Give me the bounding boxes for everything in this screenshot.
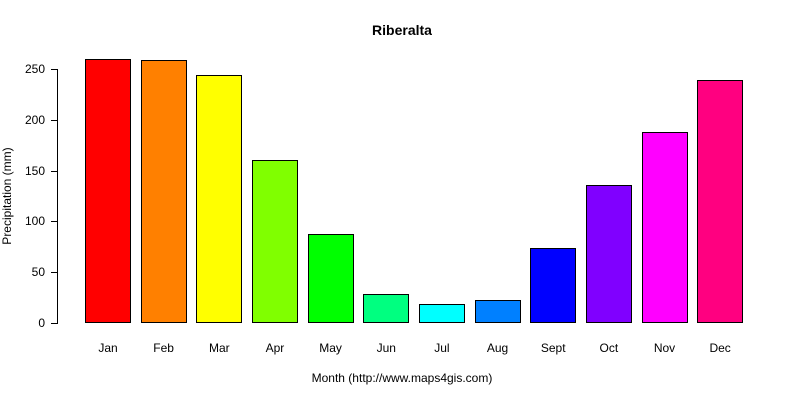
y-tick-label-0: 0 [38,316,45,330]
x-tick-label-apr: Apr [265,341,285,355]
x-tick-label-aug: Aug [486,341,509,355]
bar-nov [641,131,688,323]
y-axis-line [57,69,58,324]
x-tick-label-oct: Oct [599,341,619,355]
y-tick-200 [51,119,58,121]
chart-title: Riberalta [372,22,432,38]
bar-may [307,233,354,323]
x-axis-label: Month (http://www.maps4gis.com) [311,371,493,385]
y-tick-label-150: 150 [24,163,45,178]
bar-jun [363,293,410,323]
x-tick-label-may: May [319,341,342,355]
x-tick-label-sept: Sept [540,341,566,355]
y-axis-label: Precipitation (mm) [0,147,14,245]
bar-apr [251,160,298,323]
bar-sept [530,247,577,323]
bar-aug [474,299,521,323]
x-tick-label-mar: Mar [208,341,230,355]
y-tick-250 [51,69,58,70]
bar-oct [585,184,632,323]
y-tick-label-250: 250 [24,62,45,76]
bar-jan [85,58,131,323]
bar-dec [697,80,744,323]
x-tick-label-jun: Jun [376,341,396,355]
x-tick-label-nov: Nov [653,341,676,355]
x-tick-label-dec: Dec [709,341,731,355]
bar-feb [140,59,187,323]
bar-mar [196,75,243,323]
bar-jul [418,303,465,323]
y-tick-label-200: 200 [24,112,45,127]
y-tick-150 [51,170,58,172]
x-tick-label-feb: Feb [153,341,174,355]
y-tick-0 [51,323,58,324]
y-tick-50 [51,272,58,274]
y-tick-label-50: 50 [31,265,45,280]
y-tick-100 [51,221,58,223]
x-tick-label-jul: Jul [434,341,450,355]
y-tick-label-100: 100 [24,214,45,229]
x-tick-label-jan: Jan [98,341,118,355]
